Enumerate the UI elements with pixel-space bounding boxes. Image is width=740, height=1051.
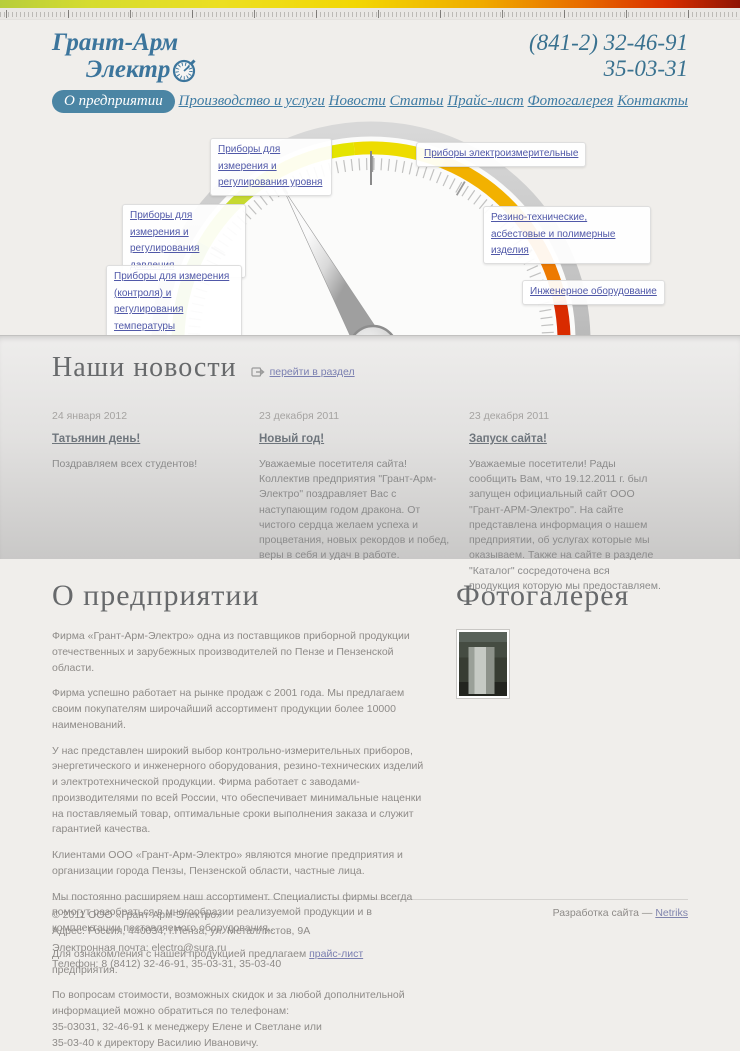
- about-paragraph: У нас представлен широкий выбор контроль…: [52, 744, 424, 836]
- main-nav: О предприятии Производство и услуги Ново…: [52, 90, 688, 113]
- nav-item-pricelist[interactable]: Прайс-лист: [447, 93, 524, 109]
- logo[interactable]: Грант-Арм Электр: [52, 30, 198, 86]
- nav-item-about[interactable]: О предприятии: [52, 90, 175, 113]
- news-title-link[interactable]: Запуск сайта!: [469, 433, 547, 445]
- footer-copyright: © 2011 ООО «Грант-Арм-Электро»: [52, 909, 223, 921]
- gauge-label-level-instruments[interactable]: Приборы для измерения и регулирования ур…: [210, 138, 332, 196]
- footer-credit-link[interactable]: Netriks: [655, 907, 688, 919]
- news-text: Уважаемые посетители! Рады сообщить Вам,…: [469, 458, 661, 592]
- footer-email: Электронная почта: electro@sura.ru: [52, 941, 227, 954]
- news-section-title: Наши новости: [52, 352, 237, 383]
- rainbow-gradient-strip: [0, 0, 740, 8]
- news-date: 23 декабря 2011: [469, 410, 550, 422]
- goto-section-link[interactable]: перейти в раздел: [269, 366, 355, 378]
- header-phones: (841-2) 32-46-91 35-03-31: [529, 30, 688, 86]
- news-item: 23 декабря 2011 Запуск сайта! Уважаемые …: [469, 410, 662, 594]
- gauge-label-rubber-products[interactable]: Резино-технические, асбестовые и полимер…: [483, 206, 651, 264]
- gallery-title: Фотогалерея: [456, 579, 630, 612]
- pricelist-link[interactable]: прайс-лист: [309, 947, 364, 960]
- contacts-line1: 35-03031, 32-46-91 к менеджеру Елене и С…: [52, 1020, 322, 1033]
- news-title-link[interactable]: Татьянин день!: [52, 433, 141, 445]
- logo-line1: Грант-Арм: [52, 29, 179, 56]
- contacts-intro: По вопросам стоимости, возможных скидок …: [52, 989, 405, 1017]
- photo-thumbnail[interactable]: [456, 629, 510, 699]
- nav-item-gallery[interactable]: Фотогалерея: [527, 93, 614, 109]
- contacts-line2: 35-03-40 к директору Василию Ивановичу.: [52, 1036, 259, 1049]
- nav-item-contacts[interactable]: Контакты: [617, 93, 688, 109]
- footer-phone: Телефон: 8 (8412) 32-46-91, 35-03-31, 35…: [52, 957, 282, 970]
- about-title: О предприятии: [52, 579, 260, 612]
- phone-line1: (841-2) 32-46-91: [528, 30, 688, 55]
- news-text: Уважаемые посетителя сайта! Коллектив пр…: [259, 458, 450, 562]
- photo-thumbnail-image: [459, 632, 507, 696]
- news-item: 24 января 2012 Татьянин день! Поздравляе…: [52, 410, 242, 594]
- about-paragraph: Клиентами ООО «Грант-Арм-Электро» являют…: [52, 849, 403, 877]
- about-paragraph: Мы постоянно расширяем наш ассортимент. …: [52, 890, 413, 935]
- news-section: Наши новости перейти в раздел 24 января …: [0, 335, 740, 592]
- header: Грант-Арм Электр (841-2) 32-46-91 35-03-…: [0, 20, 740, 86]
- news-date: 24 января 2012: [52, 410, 128, 422]
- goto-section-icon: [250, 367, 265, 377]
- news-title-link[interactable]: Новый год!: [259, 433, 325, 445]
- gallery-section: Фотогалерея: [456, 579, 629, 899]
- news-text: Поздравляем всех студентов!: [52, 458, 198, 470]
- gauge-label-temperature-instruments[interactable]: Приборы для измерения (контроля) и регул…: [106, 265, 242, 335]
- gauge-logo-icon: [173, 59, 196, 83]
- gauge-label-electrical-instruments[interactable]: Приборы электроизмерительные: [416, 142, 587, 167]
- nav-item-production[interactable]: Производство и услуги: [178, 93, 325, 109]
- phone-line2: 35-03-31: [603, 56, 688, 82]
- news-item: 23 декабря 2011 Новый год! Уважаемые пос…: [259, 410, 452, 594]
- news-date: 23 декабря 2011: [259, 410, 340, 422]
- gauge-label-engineering-equipment[interactable]: Инженерное оборудование: [522, 280, 665, 305]
- logo-line2: Электр: [86, 56, 171, 83]
- ruler-tick-band: [0, 8, 740, 20]
- about-paragraph: Фирма «Грант-Арм-Электро» одна из постав…: [52, 630, 410, 674]
- about-section: О предприятии Фирма «Грант-Арм-Электро» …: [0, 559, 740, 1049]
- about-contacts: По вопросам стоимости, возможных скидок …: [52, 988, 428, 1051]
- gauge-banner: Приборы для измерения и регулирования ур…: [0, 113, 740, 335]
- about-paragraph: Фирма успешно работает на рынке продаж с…: [52, 687, 405, 731]
- footer-credit-text: Разработка сайта —: [552, 907, 656, 919]
- nav-item-articles[interactable]: Статьи: [389, 93, 444, 109]
- footer-address: Адрес: Россия, 440034, г.Пенза, ул. Мета…: [52, 925, 311, 938]
- nav-item-news[interactable]: Новости: [328, 93, 386, 109]
